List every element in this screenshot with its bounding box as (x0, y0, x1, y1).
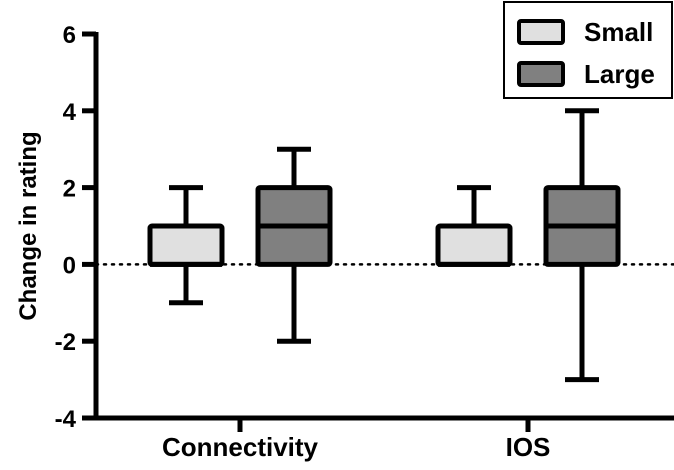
boxes-layer (147, 108, 621, 383)
y-tick-label: 0 (63, 252, 76, 279)
x-tick-label: Connectivity (162, 432, 319, 462)
box-small-ios (435, 185, 513, 267)
y-tick-label: 6 (63, 22, 76, 49)
box-iqr (435, 223, 513, 267)
box-iqr (147, 223, 225, 267)
y-tick-label: -4 (55, 406, 77, 433)
axes: -4 -2 0 2 4 6 Connectivity IOS (55, 22, 674, 462)
y-tick-label: 4 (63, 99, 77, 126)
box-large-ios (543, 108, 621, 383)
y-axis-label: Change in rating (15, 131, 42, 320)
legend-swatch-large (517, 61, 565, 87)
legend-label-small: Small (584, 17, 653, 47)
legend-swatch-small (517, 19, 565, 45)
box-large-connectivity (255, 146, 333, 344)
y-tick-label: 2 (63, 176, 76, 203)
legend: Small Large (503, 1, 673, 99)
legend-label-large: Large (584, 59, 655, 89)
y-tick-label: -2 (55, 329, 76, 356)
x-tick-label: IOS (506, 432, 551, 462)
box-small-connectivity (147, 185, 225, 306)
